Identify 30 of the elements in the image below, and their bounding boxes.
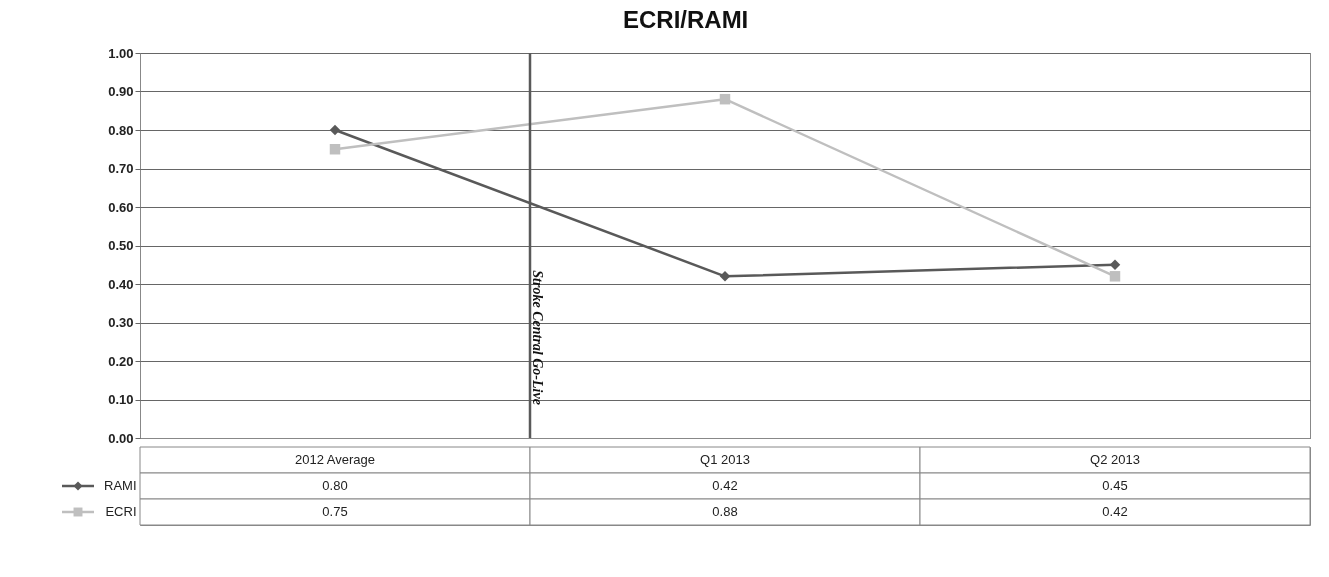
y-tick-label: 0.90	[108, 84, 134, 99]
legend-label: ECRI	[105, 504, 137, 519]
chart-title: ECRI/RAMI	[622, 5, 749, 33]
point	[1109, 271, 1121, 282]
data-label: 0.42	[712, 478, 738, 493]
point	[329, 124, 341, 136]
point	[329, 144, 341, 155]
y-tick-label: 0.80	[108, 122, 134, 138]
y-tick-label: 0.30	[108, 315, 134, 330]
ref-line-label: Stroke Central Go-Live	[530, 270, 545, 405]
point	[1109, 259, 1121, 270]
data-label: 0.45	[1102, 478, 1128, 493]
point	[719, 93, 731, 105]
y-tick-label: 0.40	[108, 276, 134, 292]
y-tick-label: 0.50	[108, 238, 134, 253]
data-label: 0.75	[322, 504, 348, 519]
y-tick-label: 0.00	[108, 430, 134, 446]
x-tick-label: Q1 2013	[700, 452, 750, 467]
data-label: 0.88	[712, 504, 738, 519]
point	[719, 271, 731, 282]
y-tick-label: 1.00	[108, 45, 134, 61]
y-tick-label: 0.10	[108, 392, 134, 407]
x-tick-label: Q2 2013	[1090, 452, 1140, 467]
y-tick-label: 0.20	[108, 353, 134, 369]
x-tick-label: 2012 Average	[295, 452, 375, 467]
y-tick-label: 0.60	[108, 199, 134, 215]
data-label: 0.80	[322, 478, 348, 493]
legend-label: RAMI	[104, 478, 137, 493]
y-tick-label: 0.70	[108, 161, 134, 176]
data-label: 0.42	[1102, 504, 1128, 519]
